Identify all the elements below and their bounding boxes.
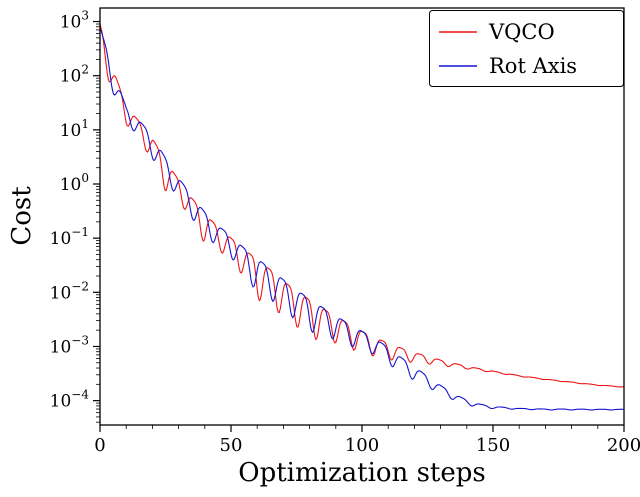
x-tick-label: 100 xyxy=(345,435,379,456)
x-tick-label: 50 xyxy=(220,435,243,456)
x-tick-label: 200 xyxy=(607,435,640,456)
x-axis-label: Optimization steps xyxy=(238,458,485,488)
y-axis: 103 102 101 100 10−1 10−2 10−3 10−4 xyxy=(50,9,100,423)
legend-label-vqco: VQCO xyxy=(488,20,555,44)
y-tick-label: 10−3 xyxy=(50,333,89,357)
y-axis-label: Cost xyxy=(7,186,37,246)
y-tick-label: 100 xyxy=(60,171,89,195)
x-tick-label: 0 xyxy=(94,435,105,456)
y-tick-label: 10−4 xyxy=(50,388,90,412)
x-axis: 0 50 100 150 200 xyxy=(94,425,640,456)
y-tick-label: 103 xyxy=(60,9,89,33)
series-lines xyxy=(99,23,624,411)
x-tick-label: 150 xyxy=(476,435,510,456)
plot-border xyxy=(99,7,625,426)
y-tick-label: 10−1 xyxy=(50,225,89,249)
y-tick-label: 10−2 xyxy=(50,279,89,303)
legend-label-rot-axis: Rot Axis xyxy=(489,54,577,78)
y-tick-label: 102 xyxy=(60,63,89,87)
y-tick-label: 101 xyxy=(60,117,89,141)
legend: VQCO Rot Axis xyxy=(429,10,624,87)
legend-box xyxy=(429,10,624,87)
series-line-rot-axis xyxy=(99,28,624,411)
